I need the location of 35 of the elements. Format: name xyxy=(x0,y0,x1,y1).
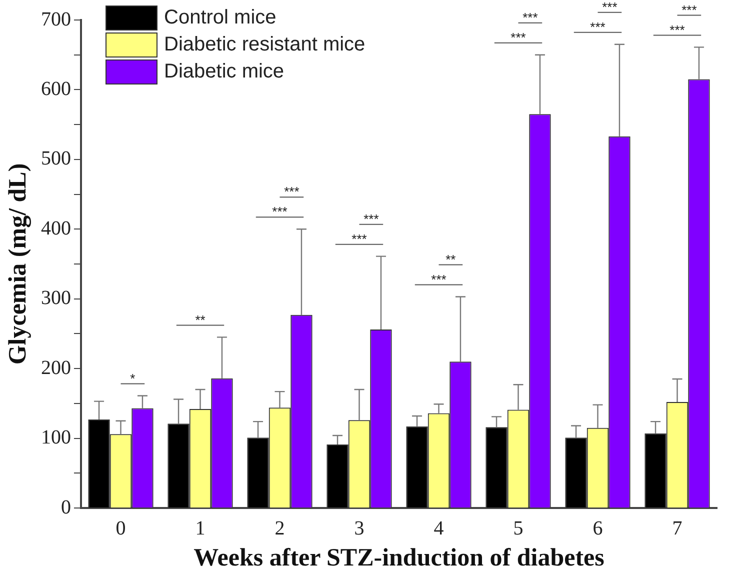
legend-label: Control mice xyxy=(164,6,276,29)
annotation: *** xyxy=(352,231,367,246)
x-axis-title: Weeks after STZ-induction of diabetes xyxy=(194,544,605,572)
text: *** xyxy=(682,2,697,18)
x-tick-label: 2 xyxy=(274,517,285,540)
legend-label: Diabetic resistant mice xyxy=(164,34,366,56)
annotation: * xyxy=(130,370,136,386)
annotation: *** xyxy=(590,19,606,34)
y-tick-label: 200 xyxy=(41,356,71,379)
x-tick-label: 5 xyxy=(513,517,524,540)
x-tick-label: 3 xyxy=(354,517,364,540)
annotation: ** xyxy=(446,252,456,267)
annotation: *** xyxy=(670,22,685,38)
y-tick-label: 500 xyxy=(41,148,71,170)
text: *** xyxy=(602,0,618,14)
annotation: ** xyxy=(195,312,206,328)
annotation: *** xyxy=(272,204,288,220)
y-tick-label: 400 xyxy=(41,217,71,240)
x-tick-label: 4 xyxy=(434,517,444,540)
annotation: *** xyxy=(510,30,526,45)
annotation: *** xyxy=(364,211,379,226)
x-tick-label: 7 xyxy=(672,517,682,540)
y-tick-label: 600 xyxy=(41,78,71,100)
y-axis-title: Glycemia (mg/ dL) xyxy=(4,163,32,365)
y-tick-label: 100 xyxy=(41,426,71,449)
y-tick-label: 700 xyxy=(41,8,71,30)
x-tick-label: 1 xyxy=(195,517,206,540)
y-tick-label: 300 xyxy=(41,287,71,310)
y-tick-label: 0 xyxy=(61,496,71,518)
x-tick-label: 0 xyxy=(116,517,126,540)
x-tick-label: 6 xyxy=(592,517,603,540)
annotation: *** xyxy=(284,184,300,200)
legend-label: Diabetic mice xyxy=(164,60,284,83)
annotation: *** xyxy=(522,10,538,25)
annotation: *** xyxy=(431,272,446,287)
